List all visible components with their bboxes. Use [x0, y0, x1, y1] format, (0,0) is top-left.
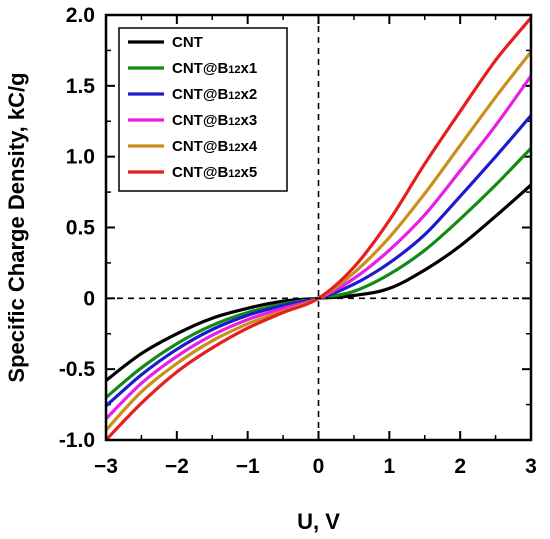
x-tick-label: 3 [525, 455, 537, 478]
plot-frame [104, 13, 533, 442]
tick-labels: −3 −2 −1 0 1 2 3 -1.0 -0.5 0 0.5 1.0 1.5 2.0 [59, 4, 537, 478]
x-axis-title: U, V [297, 509, 340, 534]
legend-label: CNT [172, 34, 203, 51]
legend-label: CNT@B12x3 [172, 112, 257, 129]
x-tick-label: −3 [94, 455, 118, 478]
y-tick-label: 1.5 [66, 75, 96, 98]
y-tick-label: 0.5 [66, 217, 96, 240]
legend-label: CNT@B12x4 [172, 138, 258, 155]
y-tick-label: 0 [83, 287, 95, 310]
legend: CNT CNT@B12x1 CNT@B12x2 CNT@B12x3 CNT@B12x4 C… [118, 27, 288, 192]
y-tick-label: 1.0 [66, 146, 95, 169]
legend-label: CNT@B12x5 [172, 164, 257, 181]
y-tick-label: -0.5 [59, 358, 96, 381]
x-tick-label: −2 [165, 455, 189, 478]
x-tick-label: −1 [236, 455, 260, 478]
y-tick-label: -1.0 [59, 429, 95, 452]
reference-lines [106, 15, 531, 440]
x-tick-label: 0 [313, 455, 325, 478]
legend-box [118, 27, 288, 192]
y-tick-label: 2.0 [66, 4, 95, 27]
y-axis-title: Specific Charge Density, kC/g [4, 72, 29, 382]
x-tick-label: 2 [454, 455, 466, 478]
legend-label: CNT@B12x2 [172, 86, 257, 103]
x-tick-label: 1 [383, 455, 395, 478]
legend-label: CNT@B12x1 [172, 60, 257, 77]
